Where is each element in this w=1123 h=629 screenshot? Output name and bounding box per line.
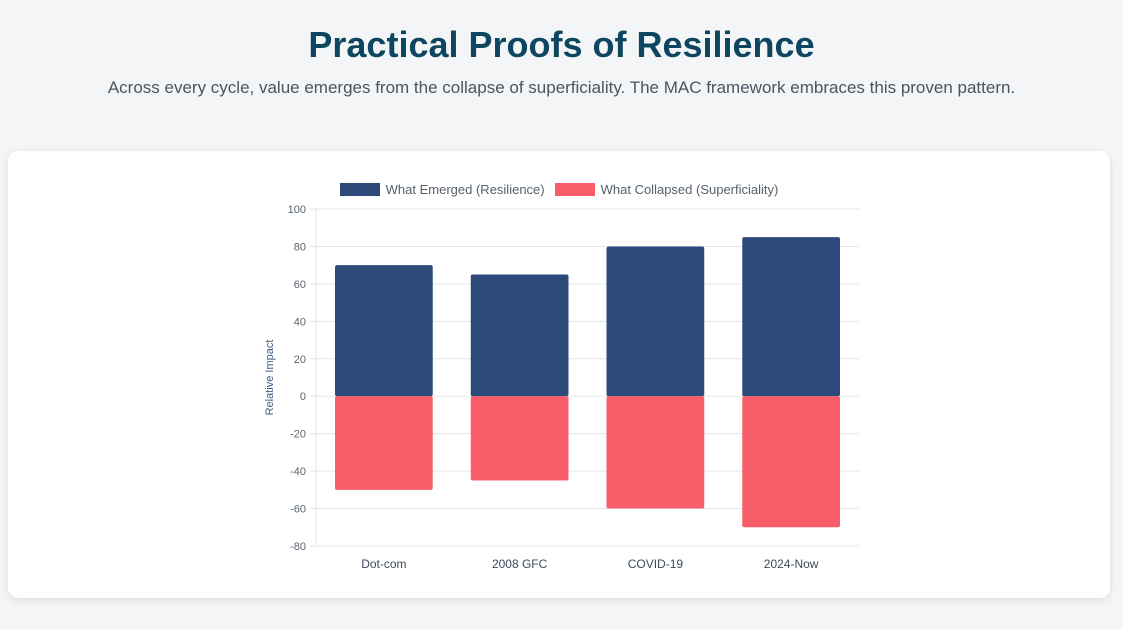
bar-collapsed-dot-com xyxy=(335,396,433,490)
bar-emerged-2024-now xyxy=(742,237,840,397)
chart-legend: What Emerged (Resilience) What Collapsed… xyxy=(8,182,1110,197)
x-tick-label: COVID-19 xyxy=(628,557,684,571)
page-title: Practical Proofs of Resilience xyxy=(308,24,815,65)
x-tick-label: 2008 GFC xyxy=(492,557,548,571)
bar-emerged-covid-19 xyxy=(606,246,705,397)
y-tick-label: -20 xyxy=(290,429,306,441)
chart-card: What Emerged (Resilience) What Collapsed… xyxy=(8,151,1110,598)
x-tick-label: Dot-com xyxy=(361,557,406,571)
y-tick-label: -80 xyxy=(290,541,306,553)
legend-swatch-collapsed xyxy=(554,183,595,196)
bar-chart: 100 80 60 40 20 0 -20 -40 -60 -80 Relative Impact D… xyxy=(264,204,859,571)
y-tick-label: 100 xyxy=(288,204,306,216)
y-tick-label: 20 xyxy=(294,354,306,366)
bar-emerged-2008-gfc xyxy=(470,274,569,397)
legend-swatch-emerged xyxy=(339,183,380,196)
bar-emerged-dot-com xyxy=(335,265,433,397)
bar-collapsed-covid-19 xyxy=(606,396,705,509)
y-tick-label: 0 xyxy=(300,391,306,403)
bar-collapsed-2024-now xyxy=(742,396,840,528)
y-tick-label: -60 xyxy=(290,504,306,516)
y-tick-label: 40 xyxy=(294,316,306,328)
page-subtitle: Across every cycle, value emerges from t… xyxy=(107,78,1016,97)
bar-collapsed-2008-gfc xyxy=(470,396,569,481)
legend-item-collapsed[interactable]: What Collapsed (Superficiality) xyxy=(554,182,779,197)
y-tick-label: 60 xyxy=(294,279,306,291)
legend-label-emerged: What Emerged (Resilience) xyxy=(385,182,545,197)
legend-label-collapsed: What Collapsed (Superficiality) xyxy=(600,182,779,197)
y-tick-label: 80 xyxy=(294,241,306,253)
legend-item-emerged[interactable]: What Emerged (Resilience) xyxy=(339,182,545,197)
x-tick-label: 2024-Now xyxy=(764,557,819,571)
y-axis-title: Relative Impact xyxy=(264,340,276,416)
y-tick-label: -40 xyxy=(290,466,306,478)
